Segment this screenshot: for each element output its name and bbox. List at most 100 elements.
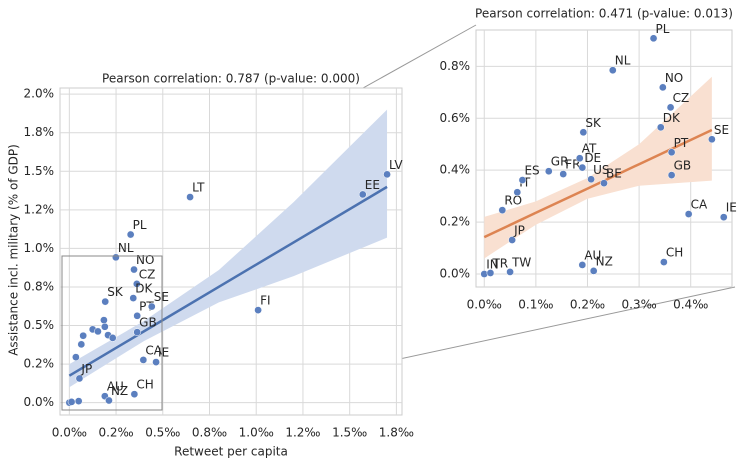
point-label: EE	[365, 178, 380, 192]
y-tick-label: 0.8%	[440, 59, 471, 73]
zoom-box	[61, 255, 163, 411]
data-point	[74, 397, 83, 405]
data-point	[649, 34, 658, 43]
point-label: PL	[656, 22, 670, 36]
y-tick-label: 1.5%	[24, 164, 55, 178]
data-point	[186, 193, 194, 201]
data-point	[358, 190, 367, 199]
data-point	[133, 328, 142, 337]
point-label: SK	[107, 285, 124, 299]
x-tick-label: 0.2‰	[98, 426, 133, 440]
data-point	[132, 280, 141, 288]
data-point	[152, 358, 160, 366]
data-point	[589, 267, 598, 275]
x-tick-label: 1.2‰	[285, 426, 320, 440]
point-label: JP	[80, 362, 92, 376]
data-point	[67, 398, 76, 406]
point-label: CZ	[139, 267, 156, 281]
data-point	[544, 167, 553, 176]
point-label: NL	[615, 54, 631, 68]
inset-title: Pearson correlation: 0.471 (p-value: 0.0…	[475, 7, 733, 21]
data-point	[139, 356, 148, 364]
point-label: PL	[133, 218, 147, 232]
data-point	[600, 179, 608, 188]
y-tick-label: 0.0%	[440, 267, 471, 281]
point-label: NO	[136, 253, 154, 267]
data-point	[656, 123, 665, 132]
y-tick-label: 0.6%	[440, 111, 471, 125]
data-point	[147, 302, 156, 311]
x-tick-label: 0.1‰	[518, 298, 553, 312]
data-point	[719, 213, 728, 222]
point-label: CA	[691, 198, 708, 212]
x-tick-label: 1.8‰	[379, 426, 414, 440]
data-point	[684, 210, 693, 218]
point-label: FR	[565, 158, 580, 172]
point-label: IN	[486, 258, 499, 272]
point-label: CH	[666, 246, 683, 260]
point-label: TW	[511, 255, 531, 269]
point-label: CZ	[673, 91, 690, 105]
point-label: NZ	[596, 254, 613, 268]
point-label: FI	[260, 294, 270, 308]
y-axis-label: Assistance incl. military (% of GDP)	[7, 144, 21, 356]
data-point	[254, 306, 262, 314]
x-tick-label: 0.0‰	[467, 298, 502, 312]
point-label: NL	[118, 241, 134, 255]
data-point	[667, 171, 676, 179]
point-label: RO	[504, 194, 522, 208]
y-tick-label: 1.0%	[24, 241, 55, 255]
point-label: NO	[665, 71, 683, 85]
point-label: CH	[136, 378, 153, 392]
data-point	[94, 327, 102, 336]
data-point	[708, 135, 716, 144]
data-point	[498, 206, 507, 215]
data-point	[666, 103, 675, 112]
x-tick-label: 0.0‰	[52, 426, 87, 440]
point-label: SE	[154, 290, 169, 304]
y-tick-label: 2.0%	[24, 87, 55, 101]
y-tick-label: 0.5%	[24, 318, 55, 332]
regression-line	[68, 185, 388, 377]
data-point	[486, 269, 495, 277]
x-tick-label: 0.3‰	[622, 298, 657, 312]
x-tick-label: 0.5‰	[145, 426, 180, 440]
x-tick-label: 0.2‰	[570, 298, 605, 312]
confidence-band	[69, 109, 388, 388]
data-point	[77, 340, 86, 349]
x-axis-label: Retweet per capita	[174, 445, 288, 459]
data-point	[559, 170, 568, 178]
data-point	[506, 268, 514, 276]
data-point	[658, 83, 667, 92]
data-point	[126, 230, 135, 239]
point-label: GR	[551, 155, 569, 169]
chart-title: Pearson correlation: 0.787 (p-value: 0.0…	[102, 72, 360, 86]
data-point	[100, 316, 108, 324]
point-label: NZ	[111, 384, 128, 398]
point-label: BE	[606, 167, 622, 181]
y-tick-label: 1.8%	[24, 125, 55, 139]
point-label: US	[593, 163, 609, 177]
y-tick-label: 0.2%	[440, 215, 471, 229]
point-label: AU	[584, 248, 601, 262]
point-label: LT	[192, 181, 205, 195]
data-point	[508, 236, 516, 244]
point-label: IE	[726, 201, 737, 215]
x-tick-label: 0.8‰	[192, 426, 227, 440]
data-point	[608, 66, 617, 75]
point-label: CA	[145, 343, 162, 357]
y-tick-label: 0.0%	[24, 395, 55, 409]
point-label: LV	[389, 158, 403, 172]
y-tick-label: 1.2%	[24, 202, 55, 216]
confidence-band	[484, 76, 712, 259]
point-label: PT	[674, 136, 689, 150]
data-point	[587, 175, 595, 184]
data-point	[575, 154, 584, 163]
point-label: SK	[585, 116, 602, 130]
point-label: GB	[139, 316, 157, 330]
x-tick-label: 1.0‰	[239, 426, 274, 440]
point-label: GB	[674, 159, 692, 173]
point-label: DE	[584, 151, 601, 165]
data-point	[513, 188, 522, 197]
